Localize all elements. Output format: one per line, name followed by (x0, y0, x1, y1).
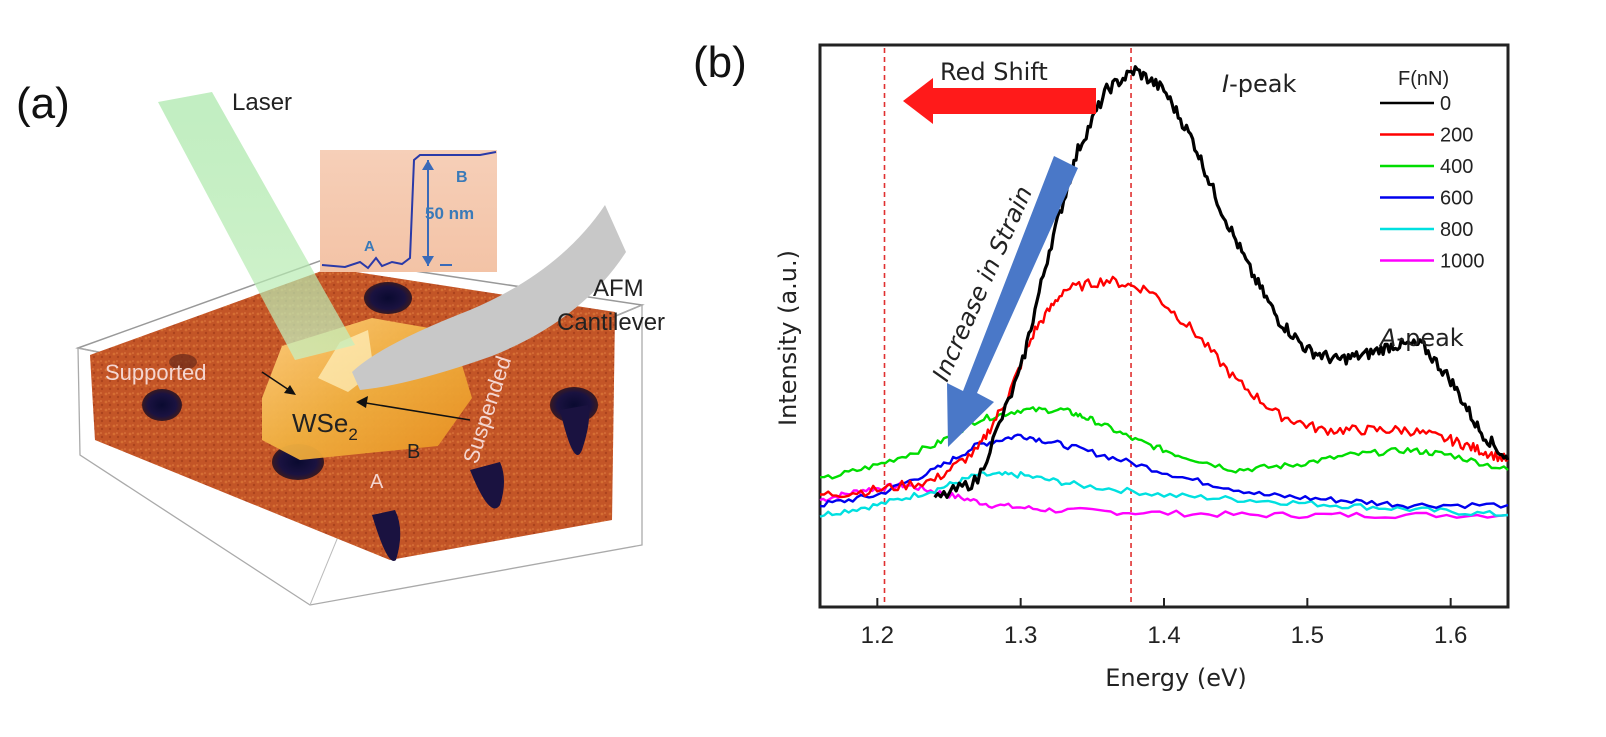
series-line-400 (819, 406, 1509, 480)
series-line-800 (819, 470, 1509, 518)
panel-b: (b) 1.2 1.3 1.4 1.5 1.6 Energy (eV) Intensit… (693, 38, 1510, 692)
a-peak-label: A-peak (1378, 324, 1464, 352)
legend-label-1000: 1000 (1440, 251, 1485, 273)
supported-pointer (261, 371, 293, 393)
x-axis-title: Energy (eV) (1105, 664, 1247, 692)
red-shift-annotation: Red Shift (903, 58, 1096, 124)
red-shift-arrow-head (903, 78, 933, 124)
red-shift-arrow-body (930, 88, 1096, 114)
i-peak-symbol: I (1222, 70, 1229, 98)
afm-cantilever (352, 205, 626, 390)
x-tick-label-1.3: 1.3 (1004, 622, 1037, 649)
legend-label-600: 600 (1440, 188, 1473, 210)
material-name: WSe (292, 408, 348, 438)
laser-beam (158, 92, 355, 360)
material-subscript: 2 (348, 425, 357, 444)
height-profile-inset: B 50 nm A (320, 150, 497, 272)
legend-label-0: 0 (1440, 93, 1451, 115)
legend: F(nN) 0 200 400 600 800 1000 (1380, 68, 1485, 273)
i-peak-suffix: -peak (1229, 70, 1296, 98)
afm-label-line2: Cantilever (557, 309, 665, 336)
inset-point-a: A (364, 238, 375, 255)
suspended-pointer-head (356, 396, 368, 408)
x-tick-label-1.6: 1.6 (1434, 622, 1467, 649)
panel-a: (a) (16, 79, 665, 606)
surface-holes (142, 282, 598, 562)
strain-arrow (947, 156, 1078, 447)
series-line-1000 (819, 481, 1509, 520)
i-peak-label: I-peak (1222, 70, 1296, 98)
legend-label-400: 400 (1440, 156, 1473, 178)
suspended-pointer (359, 401, 471, 421)
x-tick-label-1.5: 1.5 (1291, 622, 1324, 649)
legend-label-200: 200 (1440, 125, 1473, 147)
panel-a-label: (a) (16, 79, 70, 128)
inset-height-label: 50 nm (425, 204, 474, 223)
panel-b-label: (b) (693, 38, 747, 87)
y-axis-title: Intensity (a.u.) (774, 250, 802, 426)
series-line-0 (933, 65, 1510, 499)
material-label: WSe2 (292, 408, 358, 444)
x-axis-ticks: 1.2 1.3 1.4 1.5 1.6 (861, 598, 1467, 649)
x-tick-label-1.2: 1.2 (861, 622, 894, 649)
x-tick-label-1.4: 1.4 (1147, 622, 1180, 649)
supported-pointer-head (284, 385, 296, 395)
legend-title: F(nN) (1398, 68, 1449, 90)
inset-point-b: B (456, 169, 468, 186)
point-a-label: A (370, 471, 384, 493)
series-line-600 (819, 433, 1509, 510)
red-shift-label: Red Shift (940, 58, 1048, 86)
supported-label: Supported (105, 360, 207, 385)
point-b-label: B (407, 441, 420, 463)
guide-lines (883, 48, 1132, 605)
laser-label: Laser (232, 89, 292, 116)
series-layer (819, 65, 1510, 520)
a-peak-symbol: A (1378, 324, 1396, 352)
legend-label-800: 800 (1440, 219, 1473, 241)
afm-label-line1: AFM (593, 275, 644, 302)
a-peak-suffix: -peak (1396, 324, 1463, 352)
series-line-200 (820, 275, 1509, 499)
